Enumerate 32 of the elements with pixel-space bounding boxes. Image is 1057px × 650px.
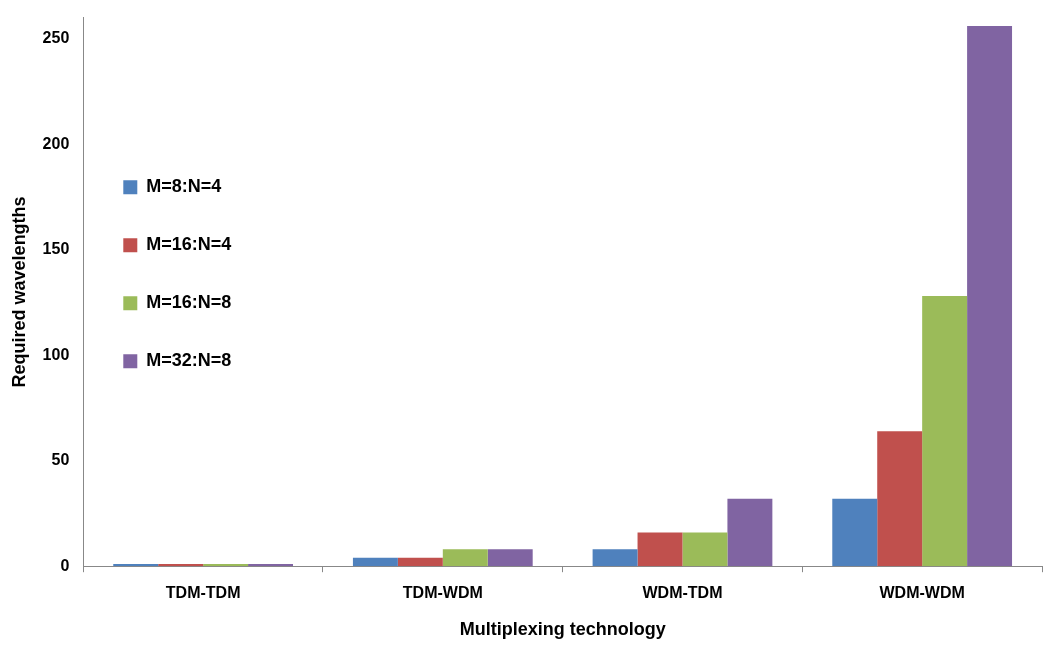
x-tick-label: TDM-WDM [402,584,483,602]
x-tick-label: TDM-TDM [165,584,241,602]
bar [592,549,638,567]
y-tick-label: 100 [42,345,70,363]
bar [397,557,443,567]
bar [113,564,159,567]
x-axis-title: Multiplexing technology [459,619,666,640]
bar [487,549,533,567]
bar [682,532,728,567]
y-tick-label: 200 [42,134,70,152]
legend-label: M=8:N=4 [146,176,222,197]
bar [352,557,398,567]
y-tick-label: 0 [60,556,70,574]
y-axis-title: Required wavelengths [8,196,29,388]
bar [203,564,249,567]
bar [248,564,294,567]
bar [727,498,773,567]
legend-label: M=16:N=4 [146,234,232,255]
x-tick-label: WDM-TDM [642,584,723,602]
bar [877,431,923,567]
y-tick-label: 50 [51,451,70,469]
legend-label: M=32:N=8 [146,350,232,371]
bar [637,532,683,567]
bar [922,296,968,567]
y-tick-label: 250 [42,29,70,47]
bar [442,549,488,567]
bar [158,564,204,567]
legend-label: M=16:N=8 [146,292,232,313]
x-tick-label: WDM-WDM [879,584,965,602]
y-tick-label: 150 [42,240,70,258]
bar [832,498,878,567]
bar [967,26,1013,567]
